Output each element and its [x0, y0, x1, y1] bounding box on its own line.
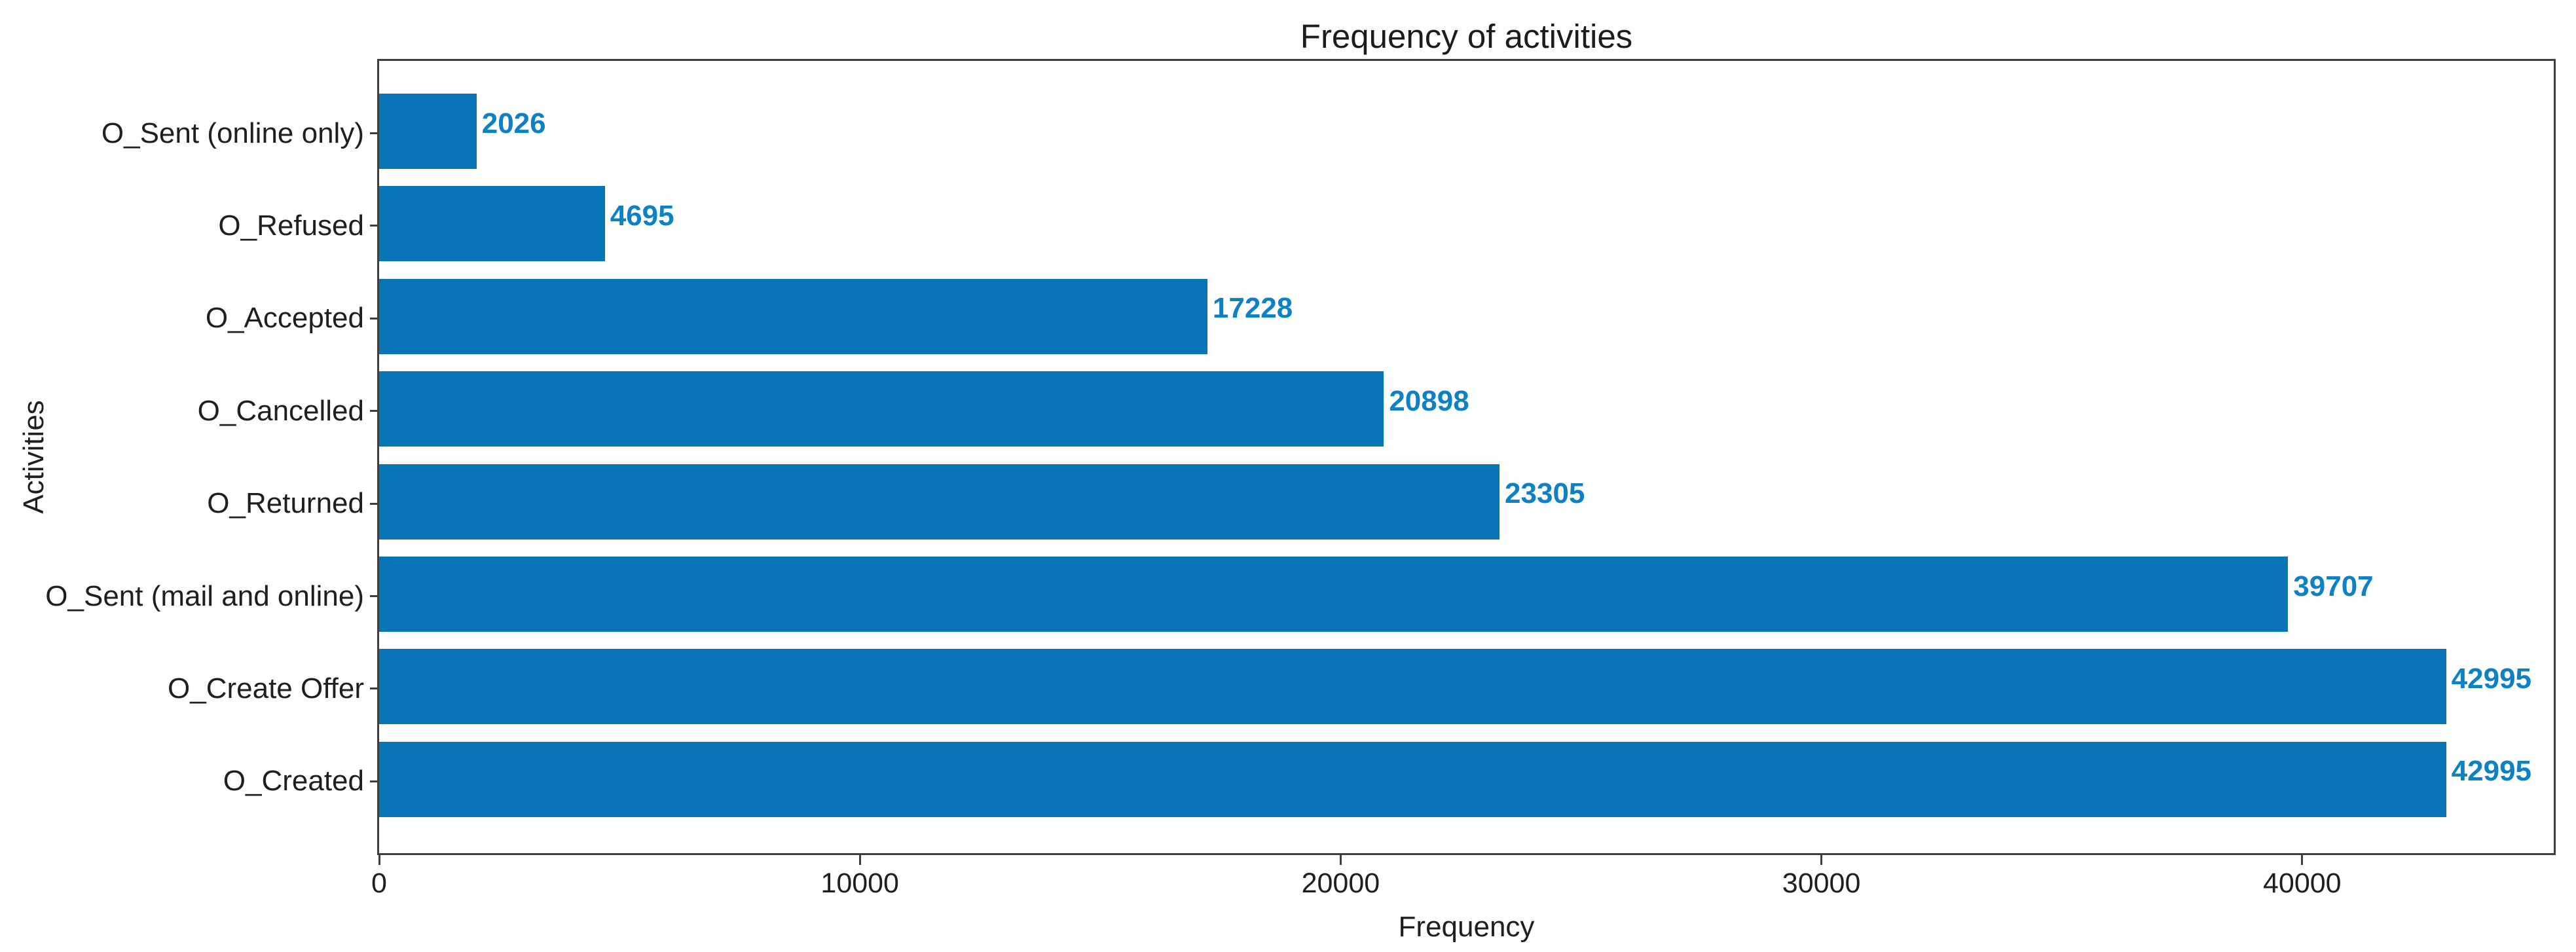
x-tick-label: 40000 — [2262, 868, 2342, 899]
y-tick-mark — [370, 780, 378, 782]
y-tick-mark — [370, 132, 378, 134]
y-tick-mark — [370, 687, 378, 690]
bar-value-label: 42995 — [2451, 755, 2532, 788]
bar-value-label: 39707 — [2293, 570, 2374, 602]
y-tick-mark — [370, 595, 378, 597]
x-tick-label: 10000 — [820, 868, 899, 899]
bar — [379, 94, 477, 169]
x-tick-mark — [1820, 855, 1823, 865]
x-tick-mark — [2301, 855, 2304, 865]
y-tick-mark — [370, 225, 378, 227]
y-tick-mark — [370, 410, 378, 412]
x-tick-mark — [858, 855, 861, 865]
bar — [379, 741, 2446, 817]
bar-value-label: 23305 — [1505, 477, 1585, 510]
bar-value-label: 20898 — [1389, 384, 1469, 417]
x-tick-label: 30000 — [1782, 868, 1861, 899]
bar-value-label: 42995 — [2451, 662, 2532, 695]
y-tick-mark — [370, 502, 378, 505]
bar — [379, 649, 2446, 725]
category-label: O_Accepted — [205, 302, 364, 335]
category-label: O_Sent (online only) — [101, 117, 364, 149]
bar-value-label: 17228 — [1212, 292, 1293, 325]
category-label: O_Created — [223, 765, 364, 797]
bar — [379, 186, 605, 262]
bar — [379, 371, 1384, 447]
bar — [379, 557, 2289, 632]
category-label: O_Returned — [207, 487, 364, 520]
x-tick-mark — [1339, 855, 1342, 865]
category-label: O_Cancelled — [197, 394, 364, 427]
bar — [379, 464, 1500, 540]
bar-value-label: 2026 — [481, 107, 546, 139]
plot-area: 2026 4695 17228 20898 23305 39707 42995 42995 — [377, 59, 2556, 855]
bar — [379, 278, 1207, 354]
category-label: O_Refused — [218, 209, 364, 242]
chart-title: Frequency of activities — [1300, 18, 1633, 55]
category-label: O_Sent (mail and online) — [45, 579, 364, 612]
x-tick-mark — [378, 855, 380, 865]
x-tick-label: 20000 — [1301, 868, 1380, 899]
x-tick-label: 0 — [371, 868, 387, 899]
x-axis-label: Frequency — [1398, 911, 1535, 943]
bar-value-label: 4695 — [610, 199, 674, 232]
category-label: O_Create Offer — [168, 672, 364, 705]
y-tick-mark — [370, 317, 378, 320]
